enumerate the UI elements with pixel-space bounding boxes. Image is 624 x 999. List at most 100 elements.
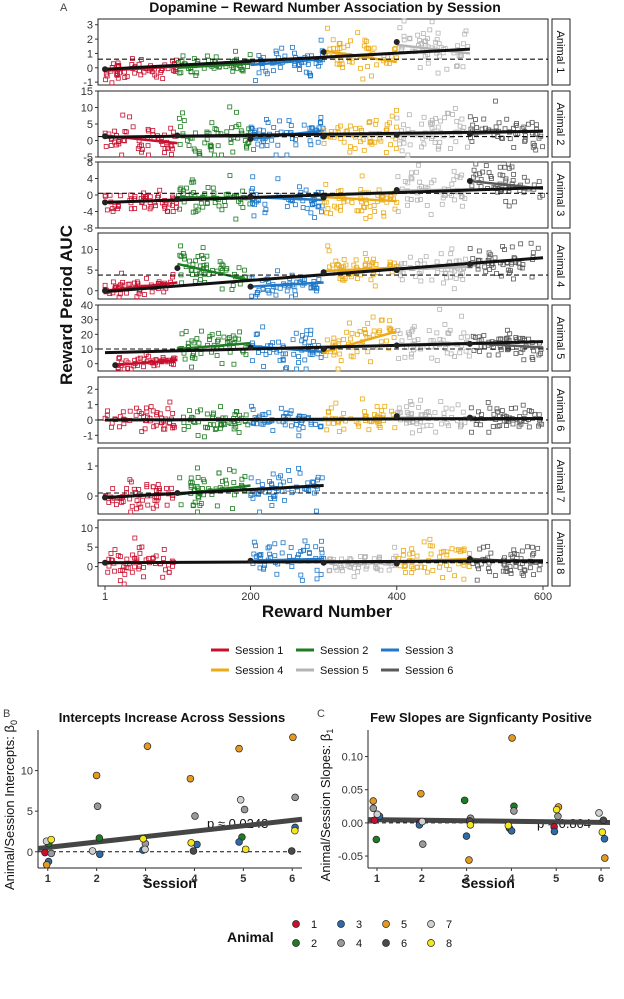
data-point bbox=[438, 118, 443, 124]
data-point bbox=[288, 408, 294, 414]
data-point bbox=[313, 422, 319, 427]
data-point bbox=[372, 412, 377, 417]
data-point bbox=[429, 126, 435, 132]
data-point bbox=[272, 553, 278, 559]
data-point bbox=[228, 140, 234, 145]
facet-strip-label: Animal 3 bbox=[554, 174, 566, 217]
data-point bbox=[325, 420, 331, 426]
data-point bbox=[128, 206, 134, 212]
data-point bbox=[367, 214, 373, 219]
data-point bbox=[503, 199, 509, 204]
data-point bbox=[308, 210, 314, 216]
data-point bbox=[133, 405, 139, 411]
point-animal-2-session-3 bbox=[460, 796, 469, 805]
legend-label-animal-7: 7 bbox=[446, 919, 452, 931]
data-point bbox=[497, 172, 503, 178]
point-animal-8-session-5 bbox=[552, 805, 561, 814]
data-point bbox=[251, 539, 257, 545]
data-point bbox=[397, 141, 402, 147]
data-point bbox=[537, 194, 543, 200]
data-point bbox=[370, 260, 376, 265]
facet-strip-label: Animal 4 bbox=[554, 245, 566, 288]
data-point bbox=[465, 144, 470, 150]
data-point bbox=[297, 184, 302, 190]
session-start-marker bbox=[320, 346, 327, 352]
data-point bbox=[117, 424, 122, 430]
data-point bbox=[403, 563, 408, 568]
legend-label-animal-3: 3 bbox=[356, 919, 362, 931]
data-point bbox=[219, 422, 225, 428]
data-point bbox=[308, 284, 314, 290]
point-animal-8-session-1 bbox=[47, 835, 55, 844]
point-animal-4-session-1 bbox=[369, 804, 378, 813]
data-point bbox=[413, 274, 419, 279]
data-point bbox=[440, 337, 446, 343]
data-point bbox=[165, 406, 171, 412]
point-animal-3-session-5 bbox=[550, 827, 559, 836]
data-point bbox=[348, 38, 353, 44]
data-point bbox=[265, 288, 271, 293]
data-point bbox=[144, 482, 150, 487]
data-point bbox=[296, 426, 302, 432]
data-point bbox=[455, 43, 461, 49]
panel-c-ylabel-beta: β bbox=[318, 734, 333, 741]
data-point bbox=[310, 339, 316, 345]
data-point bbox=[296, 465, 302, 471]
data-point bbox=[437, 53, 442, 59]
data-point bbox=[207, 333, 213, 339]
data-point bbox=[132, 206, 138, 211]
point-animal-5-session-1 bbox=[369, 797, 377, 805]
legend-swatch-animal-6 bbox=[382, 939, 390, 947]
data-point bbox=[359, 396, 365, 402]
data-point bbox=[307, 73, 313, 79]
facet-frame bbox=[97, 376, 549, 444]
data-point bbox=[121, 366, 127, 372]
data-point bbox=[304, 205, 310, 211]
data-point bbox=[404, 404, 409, 410]
facet-strip-label: Animal 2 bbox=[554, 103, 566, 146]
data-point bbox=[304, 328, 310, 334]
data-point bbox=[169, 485, 174, 491]
data-point bbox=[299, 577, 305, 583]
data-point bbox=[417, 179, 422, 185]
data-point bbox=[486, 352, 492, 358]
data-point bbox=[335, 366, 341, 372]
point-animal-7-session-2 bbox=[418, 817, 426, 826]
data-point bbox=[467, 114, 473, 120]
data-point bbox=[192, 499, 198, 505]
data-point bbox=[222, 199, 227, 204]
data-point bbox=[292, 202, 298, 208]
data-point bbox=[415, 261, 421, 266]
y-tick-label: -1 bbox=[83, 77, 93, 89]
data-point bbox=[461, 330, 467, 336]
data-point bbox=[443, 405, 449, 411]
data-point bbox=[233, 424, 239, 430]
point-animal-4-session-5 bbox=[554, 812, 562, 820]
data-point bbox=[467, 246, 473, 251]
data-point bbox=[476, 409, 481, 415]
point-animal-7-session-2 bbox=[88, 847, 97, 855]
data-point bbox=[401, 18, 407, 24]
data-point bbox=[143, 405, 149, 411]
data-point bbox=[510, 276, 516, 282]
data-point bbox=[476, 248, 482, 254]
data-point bbox=[417, 197, 423, 202]
data-point bbox=[437, 564, 442, 570]
data-point bbox=[253, 543, 259, 549]
data-point bbox=[346, 563, 352, 569]
facet-strip bbox=[551, 18, 571, 86]
data-point bbox=[130, 124, 136, 130]
data-point bbox=[263, 352, 269, 357]
data-point bbox=[486, 429, 492, 435]
facet-animal-4: 0 5 10 Animal 4 bbox=[81, 232, 571, 300]
data-point bbox=[162, 426, 168, 432]
data-point bbox=[488, 252, 494, 258]
data-point bbox=[490, 264, 496, 270]
data-point bbox=[458, 334, 464, 340]
data-point bbox=[521, 174, 527, 180]
data-point bbox=[134, 279, 140, 285]
data-point bbox=[359, 173, 365, 179]
panel-a-letter: A bbox=[60, 2, 68, 14]
data-point bbox=[230, 283, 236, 288]
